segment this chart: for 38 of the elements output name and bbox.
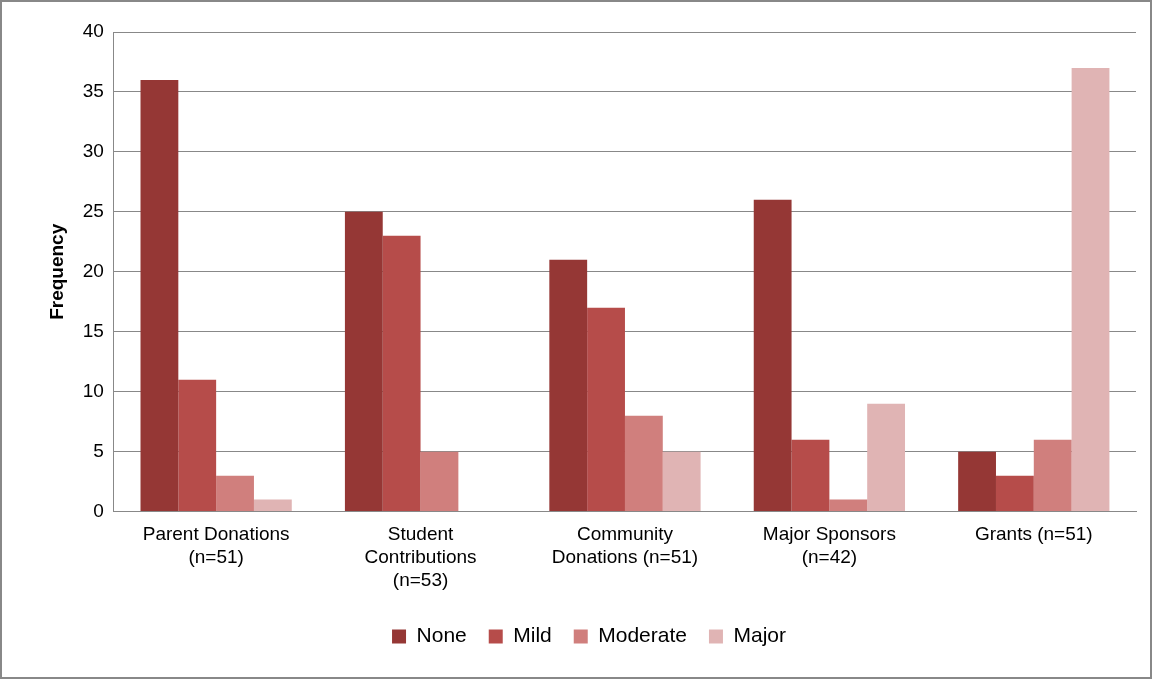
x-tick-label: Parent Donations (n=51) bbox=[142, 523, 290, 568]
bar bbox=[216, 475, 254, 512]
x-tick-label: Student Contributions (n=53) bbox=[364, 523, 477, 590]
y-tick-label: 25 bbox=[82, 200, 104, 222]
y-tick-label: 10 bbox=[82, 379, 104, 401]
x-tick-label: Community Donations (n=51) bbox=[551, 523, 699, 568]
bar bbox=[753, 199, 792, 512]
y-tick-label: 35 bbox=[82, 80, 104, 102]
bar bbox=[1071, 67, 1110, 512]
legend-label: Major bbox=[733, 623, 786, 647]
y-axis-title: Frequency bbox=[45, 223, 67, 320]
bar bbox=[178, 379, 217, 512]
bar bbox=[662, 451, 701, 512]
bar bbox=[344, 211, 383, 512]
bar bbox=[958, 451, 996, 512]
y-tick-label: 20 bbox=[82, 260, 104, 282]
x-tick-label: Grants (n=51) bbox=[974, 523, 1093, 545]
bar bbox=[253, 499, 292, 512]
y-tick-label: 30 bbox=[82, 140, 104, 162]
bar bbox=[624, 415, 663, 512]
bar bbox=[587, 307, 625, 512]
legend-label: Moderate bbox=[598, 623, 687, 647]
bar bbox=[140, 79, 179, 512]
y-tick-label: 40 bbox=[82, 20, 104, 42]
bar bbox=[829, 499, 868, 512]
bar bbox=[382, 235, 421, 512]
bar bbox=[791, 439, 830, 512]
y-tick-label: 15 bbox=[82, 319, 104, 341]
bar bbox=[995, 475, 1034, 512]
bar bbox=[420, 451, 459, 512]
bar bbox=[549, 259, 588, 512]
bar bbox=[1033, 439, 1072, 512]
y-tick-label: 0 bbox=[93, 499, 104, 521]
legend-label: None bbox=[416, 623, 467, 647]
bar bbox=[867, 403, 906, 512]
y-tick-label: 5 bbox=[93, 439, 104, 461]
legend-label: Mild bbox=[513, 623, 552, 647]
x-tick-label: Major Sponsors (n=42) bbox=[762, 523, 896, 568]
